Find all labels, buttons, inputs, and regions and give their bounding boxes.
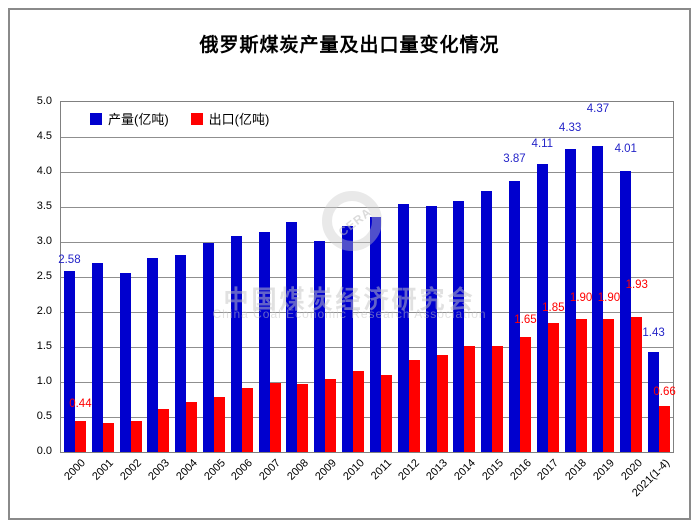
bar-production-2006 (230, 235, 242, 452)
y-tick-label-0.5: 0.5 (36, 410, 52, 422)
bar-export-2010 (353, 370, 365, 452)
data-label-production-2016: 3.87 (503, 153, 526, 166)
data-label-production-2017: 4.11 (531, 138, 554, 151)
bar-export-2009 (325, 378, 337, 452)
data-label-export-2021(1-4): 0.66 (653, 385, 676, 398)
data-label-production-2000: 2.58 (58, 254, 81, 267)
bar-production-2000 (63, 271, 75, 452)
plot-area: 2.58 3.87 4.11 4.33 4.37 4.01 1.43 0.44 1.65 1.85… (58, 101, 676, 453)
legend-label-production: 产量(亿吨) (108, 112, 169, 127)
bar-production-2013 (425, 205, 437, 452)
bar-production-2004 (175, 254, 187, 452)
data-label-export-2016: 1.65 (514, 313, 537, 326)
gridline (61, 207, 673, 208)
bar-production-2014 (453, 201, 465, 452)
gridline (61, 382, 673, 383)
gridline (61, 347, 673, 348)
bar-export-2007 (269, 383, 281, 452)
bar-production-2016 (509, 181, 520, 452)
gridline (61, 417, 673, 418)
data-label-export-2017: 1.85 (542, 301, 565, 314)
gridline (61, 312, 673, 313)
bar-export-2006 (241, 388, 253, 452)
y-tick-label-5.0: 5.0 (36, 95, 52, 107)
data-label-export-2018: 1.90 (569, 292, 593, 304)
bar-export-2012 (408, 360, 420, 452)
export-swatch-icon (190, 112, 203, 125)
y-tick-label-3.5: 3.5 (36, 200, 52, 212)
bar-export-2011 (380, 375, 392, 452)
bar-export-2014 (464, 345, 476, 452)
bar-export-2000 (74, 421, 86, 452)
bar-production-2009 (314, 241, 326, 452)
legend-item-production: 产量(亿吨) (90, 109, 169, 128)
y-tick-label-1.5: 1.5 (36, 340, 52, 352)
bar-production-2001 (91, 263, 103, 452)
bar-production-2010 (342, 225, 354, 452)
bar-production-2011 (369, 216, 381, 452)
y-tick-label-2.0: 2.0 (36, 305, 52, 317)
data-label-export-2020: 1.93 (625, 278, 648, 291)
bar-export-2018 (575, 319, 587, 452)
bar-export-2013 (436, 354, 448, 452)
bar-production-2003 (147, 258, 159, 452)
y-tick-label-4.0: 4.0 (36, 165, 52, 177)
bar-export-2020 (631, 316, 643, 452)
bar-production-2018 (564, 148, 576, 452)
bar-production-2005 (203, 242, 214, 452)
bar-export-2021(1-4) (659, 405, 671, 452)
bar-export-2008 (297, 384, 309, 452)
bar-production-2019 (592, 146, 604, 452)
legend: 产量(亿吨) 出口(亿吨) (90, 109, 291, 128)
bar-export-2015 (492, 345, 504, 452)
gridline (61, 242, 673, 243)
data-label-export-2000: 0.44 (69, 398, 92, 411)
bar-export-2001 (102, 423, 114, 452)
bar-export-2016 (520, 336, 531, 452)
bar-production-2012 (397, 203, 409, 452)
bar-production-2021(1-4) (648, 351, 660, 452)
production-swatch-icon (90, 112, 102, 125)
data-label-production-2018: 4.33 (558, 121, 582, 134)
y-tick-label-4.5: 4.5 (36, 130, 52, 142)
y-tick-label-1.0: 1.0 (36, 375, 52, 387)
y-tick-label-0.0: 0.0 (36, 445, 52, 457)
gridline (61, 277, 673, 278)
data-label-production-2021(1-4): 1.43 (642, 326, 665, 339)
bar-export-2004 (186, 401, 198, 452)
data-label-export-2019: 1.90 (597, 292, 621, 304)
bar-production-2017 (536, 164, 548, 452)
legend-item-export: 出口(亿吨) (190, 109, 270, 128)
bar-production-2020 (620, 171, 632, 452)
bar-export-2017 (547, 322, 559, 452)
bar-production-2002 (119, 272, 131, 452)
gridline (61, 137, 673, 138)
chart-outer-border (8, 8, 691, 520)
bar-export-2005 (214, 396, 225, 452)
gridline (61, 172, 673, 173)
bar-export-2019 (603, 319, 615, 452)
legend-label-export: 出口(亿吨) (208, 112, 270, 127)
bar-export-2003 (158, 409, 170, 452)
y-tick-label-3.0: 3.0 (36, 235, 52, 247)
data-label-production-2020: 4.01 (614, 143, 637, 156)
y-tick-label-2.5: 2.5 (36, 270, 52, 282)
chart-title: 俄罗斯煤炭产量及出口量变化情况 (199, 35, 500, 56)
bar-production-2007 (258, 232, 270, 452)
bar-production-2015 (481, 190, 493, 452)
data-label-production-2019: 4.37 (586, 103, 610, 116)
bar-export-2002 (130, 421, 142, 452)
bar-production-2008 (286, 221, 298, 452)
